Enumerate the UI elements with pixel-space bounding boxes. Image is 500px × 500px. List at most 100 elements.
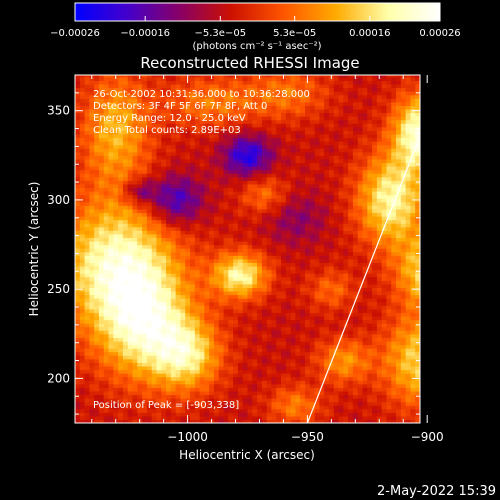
heatmap-cell bbox=[343, 223, 349, 228]
heatmap-cell bbox=[218, 208, 225, 214]
heatmap-cell bbox=[276, 398, 282, 403]
heatmap-cell bbox=[113, 276, 119, 281]
heatmap-cell bbox=[242, 398, 249, 403]
heatmap-cell bbox=[314, 419, 320, 423]
heatmap-cell bbox=[79, 212, 86, 217]
heatmap-cell bbox=[338, 326, 344, 331]
heatmap-cell bbox=[84, 373, 90, 378]
heatmap-cell bbox=[156, 226, 162, 231]
heatmap-cell bbox=[94, 315, 100, 321]
heatmap-cell bbox=[156, 312, 162, 317]
heatmap-cell bbox=[381, 319, 388, 324]
heatmap-cell bbox=[94, 248, 100, 253]
heatmap-cell bbox=[209, 215, 215, 221]
heatmap-cell bbox=[209, 176, 215, 181]
heatmap-cell bbox=[84, 383, 90, 388]
heatmap-cell bbox=[199, 401, 205, 406]
heatmap-cell bbox=[127, 308, 134, 313]
heatmap-cell bbox=[391, 251, 397, 256]
heatmap-cell bbox=[142, 201, 148, 206]
heatmap-cell bbox=[376, 308, 383, 313]
heatmap-cell bbox=[94, 333, 100, 338]
heatmap-cell bbox=[89, 212, 95, 217]
heatmap-cell bbox=[352, 283, 359, 288]
heatmap-cell bbox=[242, 255, 249, 260]
heatmap-cell bbox=[209, 230, 215, 235]
heatmap-cell bbox=[362, 355, 368, 360]
heatmap-cell bbox=[194, 369, 201, 374]
heatmap-cell bbox=[396, 412, 402, 417]
heatmap-cell bbox=[352, 387, 359, 392]
heatmap-cell bbox=[362, 394, 368, 399]
heatmap-cell bbox=[118, 362, 124, 367]
heatmap-cell bbox=[405, 223, 412, 228]
heatmap-cell bbox=[257, 412, 263, 417]
heatmap-cell bbox=[257, 176, 263, 181]
heatmap-cell bbox=[285, 273, 292, 278]
heatmap-cell bbox=[305, 219, 311, 224]
heatmap-cell bbox=[338, 187, 344, 192]
heatmap-cell bbox=[151, 219, 158, 224]
heatmap-cell bbox=[381, 383, 388, 388]
heatmap-cell bbox=[400, 191, 407, 196]
heatmap-cell bbox=[285, 230, 292, 235]
heatmap-cell bbox=[175, 215, 182, 221]
heatmap-cell bbox=[252, 198, 258, 203]
heatmap-cell bbox=[352, 323, 359, 328]
heatmap-cell bbox=[333, 194, 340, 199]
heatmap-cell bbox=[266, 255, 273, 260]
heatmap-cell bbox=[137, 219, 143, 224]
heatmap-cell bbox=[357, 205, 364, 210]
heatmap-cell bbox=[300, 301, 306, 306]
heatmap-cell bbox=[290, 358, 297, 363]
heatmap-cell bbox=[309, 298, 316, 303]
heatmap-cell bbox=[79, 251, 86, 256]
heatmap-cell bbox=[84, 337, 90, 342]
heatmap-cell bbox=[84, 376, 90, 381]
heatmap-cell bbox=[180, 230, 186, 235]
heatmap-cell bbox=[209, 355, 215, 360]
heatmap-cell bbox=[127, 290, 134, 296]
heatmap-cell bbox=[367, 212, 373, 217]
heatmap-cell bbox=[396, 390, 402, 396]
heatmap-cell bbox=[113, 187, 119, 192]
heatmap-cell bbox=[103, 383, 110, 388]
heatmap-cell bbox=[348, 187, 354, 192]
heatmap-cell bbox=[391, 287, 397, 292]
heatmap-cell bbox=[146, 262, 153, 267]
heatmap-cell bbox=[132, 237, 138, 242]
heatmap-cell bbox=[223, 305, 229, 310]
heatmap-cell bbox=[405, 390, 412, 396]
heatmap-cell bbox=[247, 205, 253, 210]
heatmap-cell bbox=[271, 344, 277, 349]
heatmap-cell bbox=[156, 276, 162, 281]
heatmap-cell bbox=[352, 233, 359, 238]
heatmap-cell bbox=[84, 237, 90, 242]
heatmap-cell bbox=[108, 319, 114, 324]
heatmap-cell bbox=[175, 198, 182, 203]
heatmap-cell bbox=[156, 315, 162, 321]
heatmap-cell bbox=[118, 226, 124, 231]
heatmap-cell bbox=[185, 258, 191, 263]
heatmap-cell bbox=[372, 287, 378, 292]
heatmap-cell bbox=[118, 244, 124, 249]
heatmap-cell bbox=[151, 330, 158, 335]
heatmap-cell bbox=[146, 369, 153, 374]
heatmap-cell bbox=[324, 208, 330, 214]
heatmap-cell bbox=[276, 240, 282, 246]
heatmap-cell bbox=[223, 276, 229, 281]
heatmap-cell bbox=[391, 387, 397, 392]
heatmap-cell bbox=[415, 351, 420, 356]
heatmap-cell bbox=[372, 230, 378, 235]
heatmap-cell bbox=[300, 333, 306, 338]
heatmap-cell bbox=[137, 348, 143, 353]
heatmap-cell bbox=[266, 201, 273, 206]
heatmap-cell bbox=[185, 401, 191, 406]
heatmap-cell bbox=[324, 294, 330, 299]
heatmap-cell bbox=[142, 223, 148, 228]
heatmap-cell bbox=[151, 208, 158, 214]
heatmap-cell bbox=[113, 191, 119, 196]
heatmap-cell bbox=[396, 180, 402, 185]
heatmap-cell bbox=[190, 305, 196, 310]
heatmap-cell bbox=[156, 358, 162, 363]
